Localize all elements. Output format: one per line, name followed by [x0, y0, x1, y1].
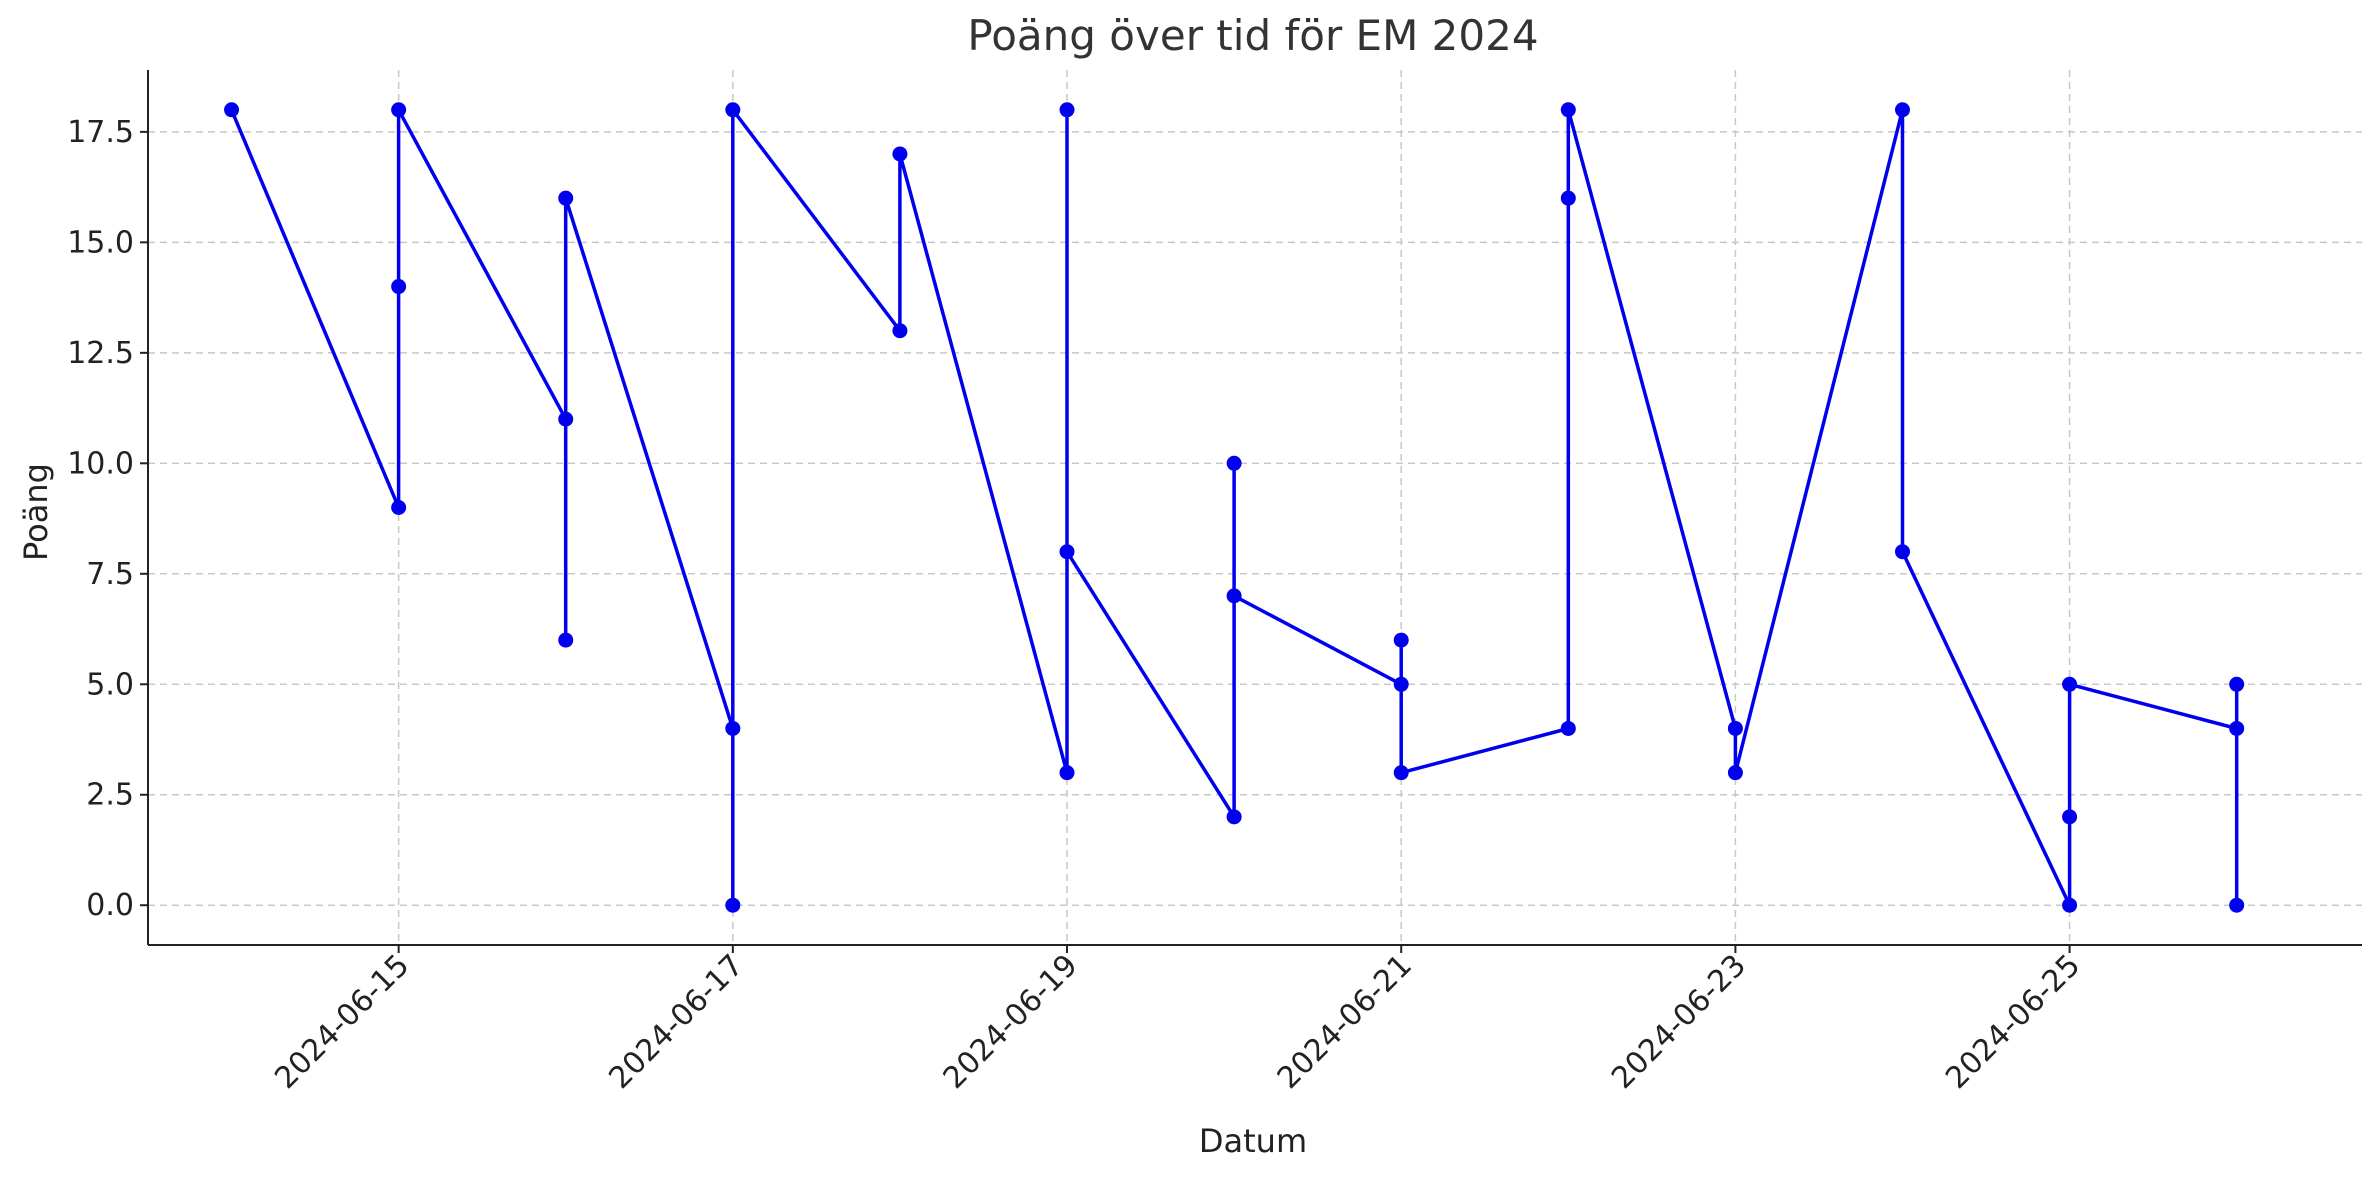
- data-point: [1560, 190, 1576, 206]
- data-point: [224, 102, 240, 118]
- y-tick-label: 0.0: [86, 888, 134, 923]
- data-point: [558, 632, 574, 648]
- data-point: [1393, 676, 1409, 692]
- x-axis-label: Datum: [1199, 1122, 1307, 1160]
- y-tick-label: 5.0: [86, 667, 134, 702]
- data-point: [558, 190, 574, 206]
- x-tick-label: 2024-06-17: [602, 948, 750, 1096]
- data-point: [1226, 809, 1242, 825]
- axis-ticks: 0.0 2.5 5.0 7.5 10.0 12.5 15.0 17.5 2024-06-15 20…: [67, 115, 2087, 1096]
- axis-spines: [147, 70, 2362, 946]
- y-tick-label: 7.5: [86, 557, 134, 592]
- y-tick-label: 17.5: [67, 115, 134, 150]
- data-point: [1560, 720, 1576, 736]
- y-tick-label: 15.0: [67, 225, 134, 260]
- data-point: [1727, 720, 1743, 736]
- x-tick-label: 2024-06-15: [268, 948, 416, 1096]
- data-point: [892, 323, 908, 339]
- data-point: [1059, 544, 1075, 560]
- data-point: [2062, 676, 2078, 692]
- y-axis-label: Poäng: [17, 463, 55, 561]
- data-series: [224, 102, 2245, 913]
- data-point: [2062, 897, 2078, 913]
- data-point: [2229, 720, 2245, 736]
- data-point: [1059, 102, 1075, 118]
- x-tick-label: 2024-06-23: [1605, 948, 1753, 1096]
- data-point: [1894, 102, 1910, 118]
- series-line: [229, 108, 2239, 907]
- data-point: [725, 720, 741, 736]
- data-point: [391, 500, 407, 515]
- data-point: [1226, 588, 1242, 604]
- data-point: [1393, 765, 1409, 781]
- data-point: [391, 102, 407, 118]
- data-point: [1393, 632, 1409, 648]
- data-point: [391, 279, 407, 295]
- data-point: [2229, 897, 2245, 913]
- data-point: [1727, 765, 1743, 781]
- x-tick-label: 2024-06-21: [1271, 948, 1419, 1096]
- chart-title: Poäng över tid för EM 2024: [967, 11, 1538, 60]
- data-point: [2062, 809, 2078, 825]
- y-tick-label: 2.5: [86, 778, 134, 813]
- data-point: [725, 102, 741, 118]
- x-tick-label: 2024-06-19: [937, 948, 1085, 1096]
- y-tick-label: 10.0: [67, 446, 134, 481]
- x-tick-label: 2024-06-25: [1939, 948, 2087, 1096]
- data-point: [1894, 544, 1910, 560]
- data-point: [2229, 676, 2245, 692]
- y-tick-label: 12.5: [67, 336, 134, 371]
- data-point: [558, 411, 574, 427]
- grid-lines: [148, 70, 2362, 945]
- data-point: [1226, 455, 1242, 471]
- data-point: [892, 146, 908, 162]
- data-point: [1059, 765, 1075, 781]
- data-point: [1560, 102, 1576, 118]
- data-point: [725, 897, 741, 913]
